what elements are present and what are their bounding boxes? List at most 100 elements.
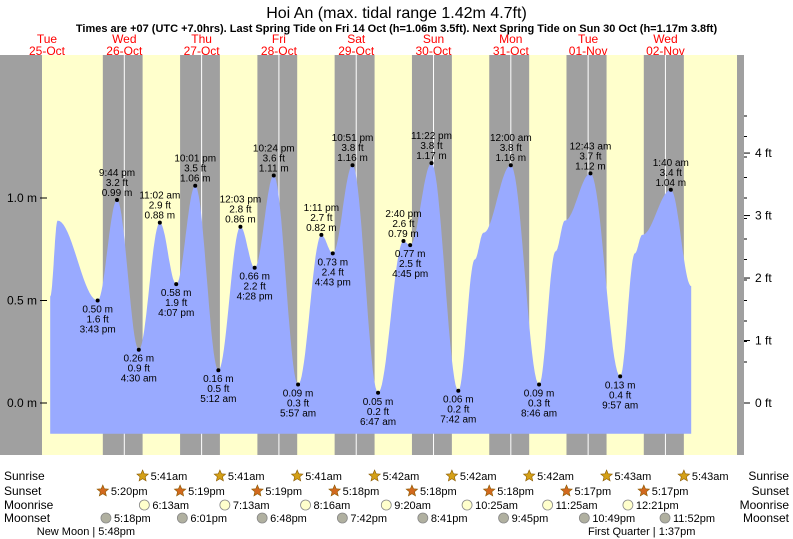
moonrise-moon-icon [138,499,150,511]
moonset-moon-icon [417,512,429,524]
sunrise-time: 5:42am [460,471,497,483]
moonrise-moon-icon [380,499,392,511]
day-label-date: 28-Oct [261,44,298,58]
daylight-band [683,55,737,455]
day-label-date: 30-Oct [416,44,453,58]
day-label-date: 02-Nov [646,44,685,58]
sunset-time: 5:17pm [574,486,611,498]
moonrise-moon-icon [300,499,311,511]
moonset-time: 8:41pm [431,513,468,525]
tide-extreme-point [296,382,301,387]
tide-extreme-label: 0.73 m [317,257,348,268]
sunrise-time: 5:41am [305,471,342,483]
sunset-star-icon [173,484,187,497]
sunrise-row-label-right: Sunrise [748,469,789,483]
tide-extreme-label: 2.9 ft [149,201,171,212]
sunset-star-icon [96,484,110,497]
sunrise-star-icon [213,469,227,482]
y-left-tick-label: 0.0 m [7,396,37,410]
sunset-time: 5:19pm [188,486,225,498]
moon-phase-new: New Moon | 5:48pm [37,526,135,538]
sunrise-star-icon [445,469,459,482]
tide-extreme-point [193,183,198,188]
tide-extreme-point [350,163,355,168]
tide-extreme-label: 3.5 ft [184,164,206,175]
tide-extreme-label: 0.2 ft [367,407,389,418]
tide-extreme-label: 3:43 pm [80,325,116,336]
tide-extreme-label: 2.8 ft [229,205,251,216]
tide-extreme-point [114,198,119,203]
moonset-time: 5:18pm [114,513,151,525]
sunrise-time: 5:42am [537,471,574,483]
tide-extreme-label: 3.2 ft [106,178,128,189]
day-label-weekday: Wed [112,32,136,46]
tide-extreme-label: 4:30 am [121,374,157,385]
sunrise-time: 5:43am [615,471,652,483]
tide-extreme-label: 0.9 ft [128,364,150,375]
tide-extreme-point [216,368,221,373]
tide-extreme-label: 1:11 pm [304,203,339,214]
tide-extreme-label: 0.99 m [102,188,133,199]
tide-extreme-label: 5:12 am [200,394,236,405]
moonrise-row-label-left: Moonrise [4,498,54,512]
tide-extreme-label: 7:42 am [440,415,476,426]
tide-extreme-label: 0.13 m [605,380,636,391]
moonrise-time: 10:25am [475,500,518,512]
sunset-row-label-left: Sunset [4,484,42,498]
right-axis-strip [737,55,744,455]
sunrise-time: 5:41am [151,471,188,483]
sunset-time: 5:18pm [343,486,380,498]
tide-extreme-label: 0.05 m [363,397,394,408]
tide-extreme-label: 3.4 ft [660,168,682,179]
tide-extreme-point [456,388,461,393]
tide-extreme-label: 9:57 am [602,400,638,411]
tide-extreme-label: 1.16 m [496,153,527,164]
day-label-date: 01-Nov [569,44,608,58]
tide-extreme-label: 1.17 m [416,151,447,162]
moonrise-time: 12:21pm [636,500,679,512]
day-label-weekday: Thu [191,32,212,46]
tide-extreme-point [136,347,141,352]
sunset-star-icon [637,484,651,497]
moonset-time: 9:45pm [512,513,549,525]
tide-extreme-label: 3.8 ft [500,143,522,154]
moonrise-time: 6:13am [152,500,189,512]
tide-extreme-label: 1.12 m [575,161,606,172]
tide-extreme-label: 12:00 am [490,133,532,144]
day-label-date: 26-Oct [106,44,143,58]
tide-extreme-label: 1.11 m [259,163,289,174]
tide-extreme-label: 1:40 am [653,158,689,169]
tide-extreme-label: 0.09 m [283,389,314,400]
tide-extreme-label: 10:51 pm [332,133,374,144]
moonset-time: 10:49pm [592,513,635,525]
tide-extreme-point [238,224,243,229]
sunrise-star-icon [136,469,150,482]
sunset-star-icon [328,484,342,497]
tide-extreme-point [401,239,406,244]
day-labels: Tue25-OctWed26-OctThu27-OctFri28-OctSat2… [29,32,685,58]
moonrise-time: 9:20am [394,500,431,512]
day-label-date: 31-Oct [493,44,530,58]
tide-extreme-label: 12:43 am [570,141,612,152]
sunrise-time: 5:42am [383,471,420,483]
tide-extreme-label: 3.8 ft [341,143,363,154]
day-label-weekday: Mon [499,32,522,46]
sunrise-star-icon [368,469,382,482]
moonset-moon-icon [578,512,590,524]
tide-extreme-label: 0.66 m [239,272,270,283]
moonset-moon-icon [100,512,112,524]
chart-subtitle: Times are +07 (UTC +7.0hrs). Last Spring… [76,23,718,35]
tide-extreme-label: 0.50 m [82,305,113,316]
tide-extreme-label: 8:46 am [521,409,557,420]
tide-extreme-point [668,187,673,192]
tide-extreme-label: 2.7 ft [310,213,332,224]
tide-extreme-label: 0.09 m [524,389,555,400]
tide-extreme-label: 1.9 ft [165,298,187,309]
moonset-row-label-left: Moonset [4,511,51,525]
y-right-tick-label: 1 ft [755,334,772,348]
tide-extreme-point [508,163,513,168]
moonrise-moon-icon [219,499,231,511]
moonrise-row-label-right: Moonrise [740,498,790,512]
tide-extreme-point [429,161,434,166]
